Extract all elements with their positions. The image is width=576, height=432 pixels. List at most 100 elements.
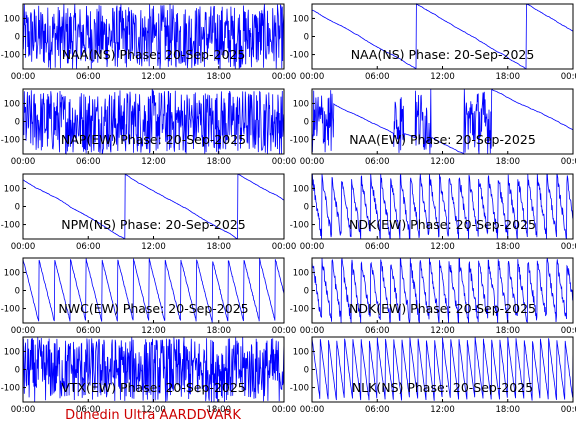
x-tick-label: 00:00 [11, 242, 36, 252]
y-tick-label: 0 [304, 203, 309, 213]
y-tick-label: -100 [1, 305, 20, 315]
y-tick-label: 0 [304, 287, 309, 297]
chart-title: NAA(EW) Phase: 20-Sep-2025 [349, 132, 536, 147]
x-tick-label: 18:00 [496, 157, 521, 167]
phase-panel-1: 100 0 -100 00:00 06:00 12:00 18:00 00:00 NAA(NS)… [1, 3, 297, 82]
y-tick-label: 0 [304, 366, 309, 376]
x-tick-label: 00:00 [272, 326, 297, 336]
phase-panel-4: 100 0 -100 00:00 06:00 12:00 18:00 00:00 NWC(EW)… [1, 257, 297, 336]
chart-title: NWC(EW) Phase: 20-Sep-2025 [58, 301, 248, 316]
y-tick-label: 0 [15, 118, 20, 128]
x-tick-label: 12:00 [141, 242, 166, 252]
x-tick-label: 12:00 [430, 405, 455, 415]
y-tick-label: 100 [293, 184, 309, 194]
x-tick-label: 00:00 [11, 72, 36, 82]
chart-title: NDK(EW) Phase: 20-Sep-2025 [349, 217, 536, 232]
chart-title: NPM(NS) Phase: 20-Sep-2025 [61, 217, 246, 232]
x-tick-label: 00:00 [272, 157, 297, 167]
footer-label: Dunedin Ultra AARDDVARK [65, 408, 241, 423]
y-tick-label: 100 [293, 99, 309, 109]
chart-title: NAA(NS) Phase: 20-Sep-2025 [62, 47, 246, 62]
x-tick-label: 06:00 [76, 405, 101, 415]
phase-panel-2: 100 0 -100 00:00 06:00 12:00 18:00 00:00 NAP(EW)… [1, 88, 297, 167]
y-tick-label: 100 [293, 14, 309, 24]
chart-title: NDK(EW) Phase: 20-Sep-2025 [349, 301, 536, 316]
y-tick-label: -100 [290, 136, 309, 146]
x-tick-label: 00:00 [300, 405, 325, 415]
y-tick-label: -100 [290, 51, 309, 61]
x-tick-label: 00:00 [272, 72, 297, 82]
x-tick-label: 00:00 [561, 405, 576, 415]
x-tick-label: 06:00 [365, 326, 390, 336]
y-tick-label: 100 [4, 268, 20, 278]
y-tick-label: 0 [304, 118, 309, 128]
x-tick-label: 00:00 [561, 72, 576, 82]
chart-title: NAA(NS) Phase: 20-Sep-2025 [351, 47, 535, 62]
phase-panel-6: 100 0 -100 00:00 06:00 12:00 18:00 00:00 NAA(NS)… [290, 3, 576, 82]
y-tick-label: 100 [293, 347, 309, 357]
x-tick-label: 12:00 [141, 72, 166, 82]
phase-panel-7: 100 0 -100 00:00 06:00 12:00 18:00 00:00 NAA(EW)… [290, 88, 576, 167]
x-tick-label: 00:00 [11, 157, 36, 167]
y-tick-label: 100 [4, 184, 20, 194]
y-tick-label: -100 [1, 51, 20, 61]
x-tick-label: 00:00 [272, 405, 297, 415]
y-tick-label: -100 [290, 221, 309, 231]
x-tick-label: 06:00 [76, 326, 101, 336]
x-tick-label: 00:00 [300, 242, 325, 252]
y-tick-label: 100 [293, 268, 309, 278]
y-tick-label: -100 [1, 384, 20, 394]
phase-series-line [22, 258, 285, 323]
y-tick-label: 100 [4, 347, 20, 357]
x-tick-label: 12:00 [430, 326, 455, 336]
chart-title: NAP(EW) Phase: 20-Sep-2025 [61, 132, 246, 147]
x-tick-label: 18:00 [207, 242, 232, 252]
x-tick-label: 00:00 [11, 326, 36, 336]
x-tick-label: 06:00 [76, 157, 101, 167]
x-tick-label: 00:00 [300, 326, 325, 336]
phase-series-line [311, 3, 574, 70]
x-tick-label: 00:00 [272, 242, 297, 252]
x-tick-label: 06:00 [365, 72, 390, 82]
x-tick-label: 00:00 [300, 157, 325, 167]
x-tick-label: 06:00 [76, 72, 101, 82]
phase-series-line [22, 336, 285, 402]
x-tick-label: 18:00 [207, 72, 232, 82]
x-tick-label: 12:00 [430, 72, 455, 82]
x-tick-label: 12:00 [430, 157, 455, 167]
phase-series-line [311, 89, 574, 155]
x-tick-label: 18:00 [207, 157, 232, 167]
y-tick-label: 0 [304, 33, 309, 43]
x-tick-label: 12:00 [141, 405, 166, 415]
x-tick-label: 06:00 [76, 242, 101, 252]
x-tick-label: 06:00 [365, 242, 390, 252]
y-tick-label: 0 [15, 33, 20, 43]
y-tick-label: 0 [15, 366, 20, 376]
phase-series-line [22, 89, 285, 155]
x-tick-label: 06:00 [365, 157, 390, 167]
chart-title: NLK(NS) Phase: 20-Sep-2025 [352, 380, 533, 395]
phase-panel-9: 100 0 -100 00:00 06:00 12:00 18:00 00:00 NDK(EW)… [290, 257, 576, 336]
x-tick-label: 00:00 [561, 157, 576, 167]
x-tick-label: 06:00 [365, 405, 390, 415]
x-tick-label: 00:00 [561, 242, 576, 252]
phase-panel-3: 100 0 -100 00:00 06:00 12:00 18:00 00:00 NPM(NS)… [1, 173, 297, 252]
x-tick-label: 18:00 [207, 405, 232, 415]
y-tick-label: -100 [1, 136, 20, 146]
phase-series-line [22, 4, 285, 69]
y-tick-label: 100 [4, 14, 20, 24]
x-tick-label: 18:00 [207, 326, 232, 336]
x-tick-label: 12:00 [141, 157, 166, 167]
y-tick-label: -100 [290, 384, 309, 394]
x-tick-label: 12:00 [430, 242, 455, 252]
x-tick-label: 00:00 [561, 326, 576, 336]
x-tick-label: 18:00 [496, 326, 521, 336]
x-tick-label: 00:00 [300, 72, 325, 82]
phase-series-line [311, 173, 574, 240]
x-tick-label: 00:00 [11, 405, 36, 415]
phase-series-line [22, 173, 285, 240]
phase-series-line [311, 257, 574, 324]
x-tick-label: 18:00 [496, 242, 521, 252]
